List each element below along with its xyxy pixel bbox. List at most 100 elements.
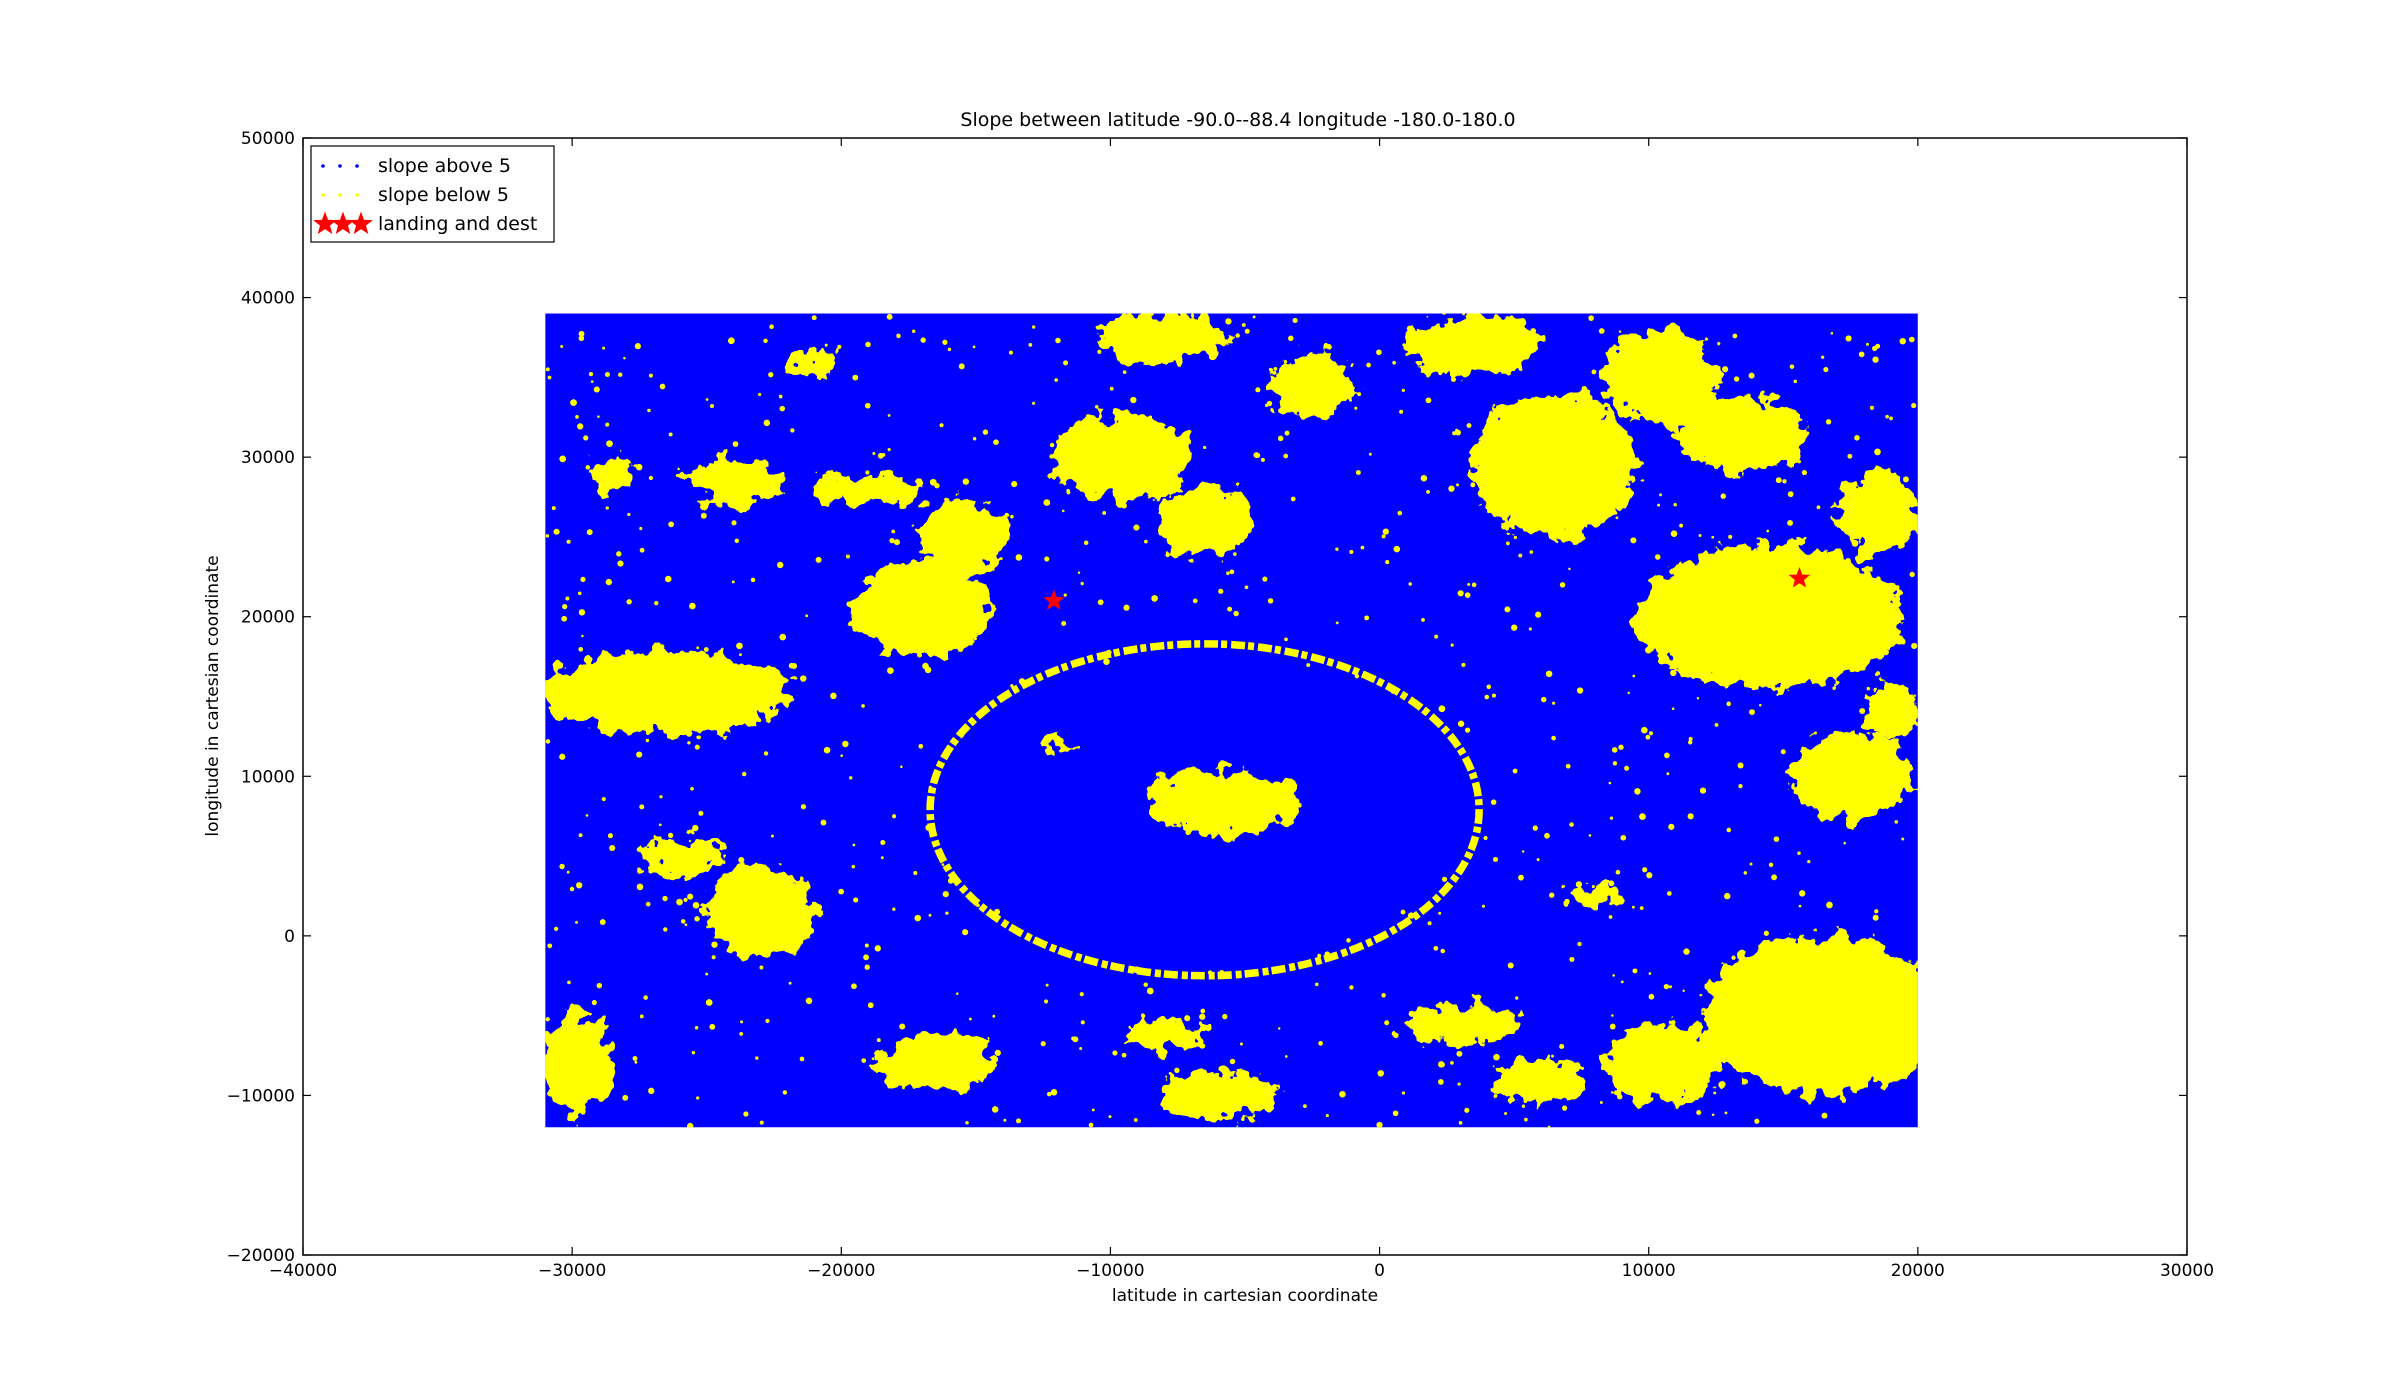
- slope-below-5-point: [1670, 1031, 1677, 1037]
- slope-below-5-point: [1867, 648, 1872, 653]
- slope-below-5-point: [1634, 788, 1641, 795]
- slope-below-5-point: [1731, 955, 1736, 960]
- slope-below-5-point: [1627, 691, 1631, 695]
- x-tick-label: 30000: [2160, 1261, 2214, 1281]
- slope-below-5-point: [1346, 938, 1351, 943]
- slope-below-5-point: [1702, 1035, 1708, 1041]
- slope-below-5-point: [1733, 376, 1740, 382]
- slope-below-5-point: [1797, 460, 1801, 464]
- slope-below-5-point: [1439, 1062, 1445, 1068]
- slope-below-5-point: [577, 423, 584, 430]
- slope-below-5-point: [618, 372, 623, 377]
- y-tick-label: −20000: [227, 1246, 295, 1266]
- slope-below-5-point: [634, 1060, 638, 1064]
- slope-below-5-point: [1315, 982, 1319, 987]
- slope-below-5-point: [1682, 1063, 1688, 1068]
- slope-below-5-point: [570, 399, 577, 406]
- slope-below-5-point: [922, 662, 929, 670]
- slope-below-5-point: [1102, 510, 1107, 515]
- slope-below-5-point: [1031, 325, 1036, 329]
- slope-below-5-point: [553, 528, 560, 535]
- x-tick-label: 10000: [1622, 1261, 1676, 1281]
- slope-below-5-point: [732, 441, 739, 447]
- slope-below-5-point: [1659, 493, 1662, 497]
- slope-below-5-point: [1839, 1064, 1843, 1068]
- slope-below-5-point: [1130, 396, 1137, 404]
- slope-below-5-region: [1099, 313, 1229, 363]
- slope-below-5-point: [655, 864, 661, 870]
- slope-below-5-point: [1631, 905, 1635, 909]
- slope-below-5-point: [901, 1086, 906, 1090]
- slope-below-5-point: [1821, 355, 1825, 359]
- slope-below-5-point: [845, 554, 850, 559]
- slope-below-5-point: [1400, 909, 1406, 915]
- slope-below-5-point: [626, 599, 632, 605]
- slope-below-5-point: [972, 437, 977, 441]
- slope-below-5-point: [1872, 356, 1879, 363]
- slope-below-5-point: [1151, 595, 1158, 602]
- slope-below-5-point: [993, 439, 999, 446]
- slope-below-5-point: [1697, 600, 1701, 605]
- slope-below-5-region: [1037, 736, 1076, 753]
- slope-below-5-point: [1043, 499, 1051, 506]
- slope-below-5-point: [972, 345, 976, 349]
- slope-below-5-point: [1559, 582, 1566, 588]
- slope-below-5-point: [701, 466, 706, 471]
- slope-below-5-point: [1657, 386, 1664, 392]
- slope-below-5-point: [578, 609, 586, 616]
- slope-below-5-point: [852, 374, 859, 381]
- slope-below-5-point: [1273, 366, 1278, 371]
- slope-below-5-point: [692, 901, 700, 909]
- slope-below-5-point: [921, 1070, 925, 1074]
- slope-below-5-point: [547, 1040, 555, 1048]
- slope-below-5-point: [918, 743, 924, 749]
- slope-below-5-point: [1433, 945, 1439, 951]
- slope-below-5-region: [1473, 393, 1636, 537]
- slope-below-5-point: [685, 730, 693, 737]
- slope-below-5-point: [1426, 1007, 1430, 1012]
- slope-below-5-point: [880, 856, 884, 860]
- slope-below-5-region: [1562, 884, 1628, 908]
- slope-below-5-point: [1879, 508, 1885, 515]
- slope-below-5-point: [1845, 335, 1852, 342]
- slope-below-5-point: [1743, 871, 1748, 875]
- slope-below-5-point: [1680, 1045, 1688, 1052]
- slope-below-5-point: [1438, 705, 1446, 713]
- slope-below-5-point: [1749, 709, 1755, 716]
- slope-below-5-point: [1118, 412, 1121, 416]
- slope-below-5-point: [648, 1087, 655, 1095]
- slope-below-5-point: [705, 972, 709, 976]
- slope-below-5-point: [1608, 880, 1615, 887]
- slope-below-5-point: [1511, 624, 1518, 631]
- slope-below-5-point: [1252, 315, 1256, 319]
- slope-below-5-point: [728, 481, 733, 486]
- slope-below-5-point: [1642, 867, 1648, 873]
- slope-below-5-point: [1324, 951, 1330, 957]
- slope-below-5-point: [783, 918, 789, 924]
- slope-below-5-point: [1290, 496, 1296, 502]
- slope-below-5-point: [892, 907, 896, 911]
- slope-below-5-point: [596, 982, 603, 989]
- slope-below-5-point: [790, 428, 795, 433]
- slope-below-5-point: [1080, 581, 1084, 586]
- slope-below-5-region: [636, 840, 723, 873]
- slope-below-5-point: [1106, 649, 1112, 656]
- slope-below-5-point: [1450, 376, 1457, 383]
- slope-below-5-point: [1016, 1118, 1022, 1124]
- slope-below-5-point: [1032, 401, 1036, 405]
- slope-below-5-point: [973, 637, 977, 641]
- slope-below-5-point: [705, 999, 713, 1006]
- slope-below-5-point: [711, 941, 718, 948]
- slope-below-5-point: [547, 375, 552, 380]
- slope-below-5-point: [727, 337, 735, 345]
- slope-below-5-point: [1218, 588, 1224, 594]
- slope-below-5-point: [1393, 1032, 1399, 1039]
- slope-below-5-point: [962, 478, 970, 485]
- y-axis: −20000 −10000 0 10000 20000 30000 40000 50000: [227, 129, 2187, 1266]
- slope-below-5-point: [576, 882, 583, 889]
- slope-below-5-point: [1192, 598, 1198, 604]
- slope-below-5-point: [1551, 735, 1556, 741]
- slope-below-5-point: [636, 751, 643, 758]
- slope-below-5-point: [1438, 911, 1442, 915]
- slope-below-5-point: [1902, 476, 1909, 483]
